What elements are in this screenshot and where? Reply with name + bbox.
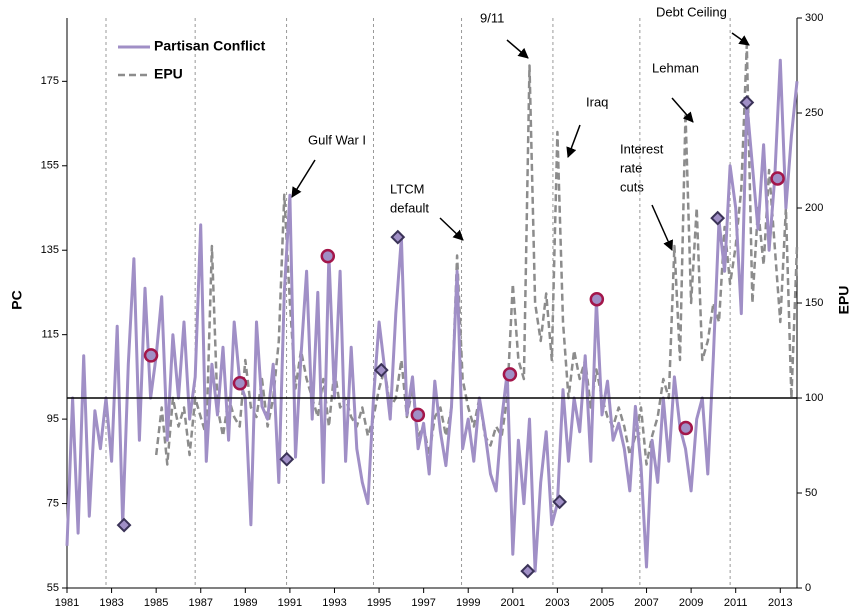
circle-marker [589, 291, 605, 307]
y-tick-label: 75 [47, 497, 59, 509]
annotation: 9/11 [480, 10, 504, 25]
annotation-arrow [671, 97, 694, 123]
x-tick-label: 1981 [55, 597, 79, 609]
diamond-marker [390, 229, 406, 245]
y2-tick-label: 150 [805, 297, 823, 309]
x-tick-label: 1985 [144, 597, 168, 609]
x-tick-label: 2009 [679, 597, 703, 609]
x-tick-label: 1989 [233, 597, 257, 609]
x-tick-label: 1995 [367, 597, 391, 609]
x-tick-label: 2007 [634, 597, 658, 609]
y2-tick-label: 300 [805, 12, 823, 24]
x-tick-label: 1999 [456, 597, 480, 609]
legend-label: EPU [154, 66, 183, 82]
x-tick-label: 1993 [322, 597, 346, 609]
circle-marker [232, 375, 248, 391]
circle-marker [410, 407, 426, 423]
diamond-marker [520, 563, 536, 579]
annotation: Interest [620, 141, 664, 156]
x-tick-label: 2003 [545, 597, 569, 609]
diamond-marker [279, 451, 295, 467]
y2-tick-label: 100 [805, 392, 823, 404]
epu-line [154, 43, 799, 466]
annotation: default [390, 200, 429, 215]
x-tick-label: 1997 [411, 597, 435, 609]
diamond-marker [739, 95, 755, 110]
annotation-arrow [291, 159, 316, 198]
annotation: LTCM [390, 181, 424, 196]
annotation: Lehman [652, 60, 699, 75]
y2-tick-label: 0 [805, 582, 811, 594]
y2-tick-label: 50 [805, 487, 817, 499]
annotation: cuts [620, 179, 644, 194]
annotation-arrow [566, 124, 581, 158]
annotation: Gulf War I [308, 132, 366, 147]
y-axis-label: PC [9, 290, 25, 309]
x-tick-label: 1983 [99, 597, 123, 609]
annotation-arrow [651, 204, 673, 251]
y2-tick-label: 250 [805, 107, 823, 119]
annotation-arrow [439, 217, 464, 241]
circle-marker [143, 348, 159, 363]
x-tick-label: 2001 [501, 597, 525, 609]
diamond-marker [710, 210, 726, 226]
circle-marker [320, 248, 336, 264]
x-tick-label: 2013 [768, 597, 792, 609]
diamond-marker [373, 362, 389, 378]
y-tick-label: 115 [41, 329, 59, 341]
x-tick-label: 2011 [724, 597, 748, 609]
x-tick-label: 2005 [590, 597, 614, 609]
legend-label: Partisan Conflict [154, 38, 266, 54]
annotation: rate [620, 160, 642, 175]
annotation-arrow [506, 39, 529, 59]
y2-axis-label: EPU [836, 286, 852, 315]
annotation: Iraq [586, 94, 608, 109]
y-tick-label: 95 [47, 413, 59, 425]
diamond-marker [116, 517, 132, 533]
diamond-marker [552, 494, 568, 510]
x-tick-label: 1991 [278, 597, 302, 609]
annotation-arrow [731, 32, 750, 46]
x-tick-label: 1987 [188, 597, 212, 609]
pc-line [65, 58, 799, 573]
circle-marker [770, 171, 785, 186]
y2-tick-label: 200 [805, 202, 823, 214]
y-tick-label: 55 [47, 582, 59, 594]
circle-marker [678, 420, 694, 436]
y-tick-label: 135 [41, 244, 59, 256]
y-tick-label: 175 [41, 75, 59, 87]
annotation: Debt Ceiling [656, 4, 727, 19]
circle-marker [502, 367, 518, 382]
y-tick-label: 155 [41, 160, 59, 172]
